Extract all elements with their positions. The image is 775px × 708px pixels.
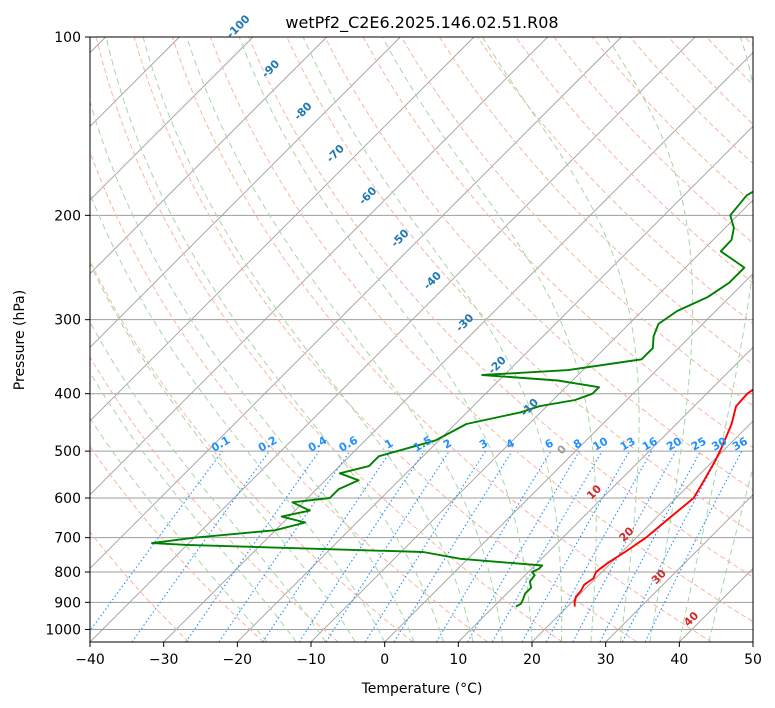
x-axis: −40 −30 −20 −10 0 10 20 30 40 50: [75, 642, 762, 668]
mixing-ratio-line: [325, 450, 450, 642]
dry-adiabat-line: [210, 37, 753, 623]
y-tick-label: 600: [54, 491, 81, 507]
mixing-ratio-line: [90, 450, 223, 632]
dry-adiabat-line: [90, 531, 190, 642]
dewpoint-profile-line: [151, 190, 753, 608]
y-tick-label: 100: [54, 30, 81, 46]
x-tick-label: 30: [597, 652, 615, 668]
moist-adiabat-line: [606, 37, 694, 642]
isotherm-line: [90, 37, 696, 642]
mixing-ratio-line: [185, 450, 320, 642]
y-tick-label: 800: [54, 565, 81, 581]
isotherm-line: [90, 37, 475, 422]
moist-adiabat-line: [90, 262, 356, 642]
y-axis-label: Pressure (hPa): [12, 290, 28, 390]
dry-adiabat-line: [90, 356, 339, 642]
y-tick-label: 400: [54, 387, 81, 403]
isotherm-line: [90, 37, 548, 496]
dry-adiabat-line: [95, 37, 563, 642]
dry-adiabat-line: [438, 37, 753, 366]
isotherm-line: [90, 37, 401, 348]
mixing-ratio-line: [218, 450, 351, 642]
dry-adiabat-line: [324, 37, 753, 491]
y-tick-label: 300: [54, 313, 81, 329]
y-tick-label: 1000: [45, 622, 81, 638]
x-tick-label: 50: [744, 652, 762, 668]
dry-adiabat-line: [90, 445, 264, 642]
moist-adiabat-line: [186, 37, 503, 642]
x-tick-label: 0: [380, 652, 389, 668]
moist-adiabat-line: [90, 371, 297, 642]
moist-adiabat-line: [90, 99, 415, 642]
mixing-ratio-line: [572, 450, 677, 642]
temperature-profile-line: [573, 388, 753, 607]
isotherm-line: [90, 37, 622, 569]
dry-adiabat-line: [400, 37, 753, 407]
x-tick-label: −20: [223, 652, 253, 668]
mixing-ratio-line: [262, 450, 392, 642]
isotherm-line: [237, 125, 753, 642]
x-axis-label: Temperature (°C): [361, 681, 483, 697]
isotherm-line: [90, 37, 327, 275]
y-tick-label: 200: [54, 208, 81, 224]
mixing-ratio-line: [393, 450, 513, 642]
mixing-ratio-line: [644, 450, 743, 642]
y-tick-label: 500: [54, 444, 81, 460]
moist-adiabat-line: [481, 37, 640, 642]
plot-frame: [89, 36, 754, 643]
isotherm-line: [384, 273, 753, 642]
moist-adiabat-line: [90, 321, 327, 642]
moist-adiabat-line: [90, 417, 268, 642]
series-layer: [151, 190, 753, 608]
y-tick-label: 700: [54, 531, 81, 547]
x-tick-label: −30: [149, 652, 179, 668]
isotherm-line: [458, 346, 753, 642]
mixing-ratio-line: [298, 450, 425, 642]
x-tick-label: 10: [449, 652, 467, 668]
isotherm-line: [531, 420, 753, 642]
y-tick-label: 900: [54, 595, 81, 611]
x-tick-label: 40: [670, 652, 688, 668]
y-axis: 100 200 300 400 500 600 700 800 900 1000: [45, 30, 90, 638]
isotherm-line: [90, 37, 254, 201]
x-tick-label: 20: [523, 652, 541, 668]
moist-adiabat-line: [302, 37, 563, 642]
mixing-ratio-line: [521, 450, 630, 642]
mixing-ratio-line: [131, 450, 270, 642]
x-tick-label: −40: [75, 652, 105, 668]
dry-adiabat-line: [90, 150, 488, 642]
dry-adiabat-line: [515, 37, 753, 284]
moist-adiabat-line: [142, 37, 474, 642]
isotherm-line: [163, 52, 753, 642]
moist-adiabat-line: [382, 37, 597, 642]
moist-adiabat-line: [238, 37, 533, 642]
moist-adiabat-line: [105, 37, 445, 642]
isotherm-line: [605, 494, 753, 642]
chart-title: wetPf2_C2E6.2025.146.02.51.R08: [285, 13, 558, 33]
moist-adiabat-line: [90, 192, 386, 642]
mixing-ratio-line: [545, 450, 653, 642]
background-lines: [90, 37, 753, 642]
x-tick-label: −10: [296, 652, 326, 668]
dry-adiabat-line: [248, 37, 753, 578]
moist-adiabat-line: [708, 466, 753, 642]
moist-adiabat-line: [678, 37, 753, 642]
dry-adiabat-line: [90, 259, 414, 642]
isotherm-line: [752, 641, 753, 642]
dry-adiabat-line: [171, 37, 712, 642]
